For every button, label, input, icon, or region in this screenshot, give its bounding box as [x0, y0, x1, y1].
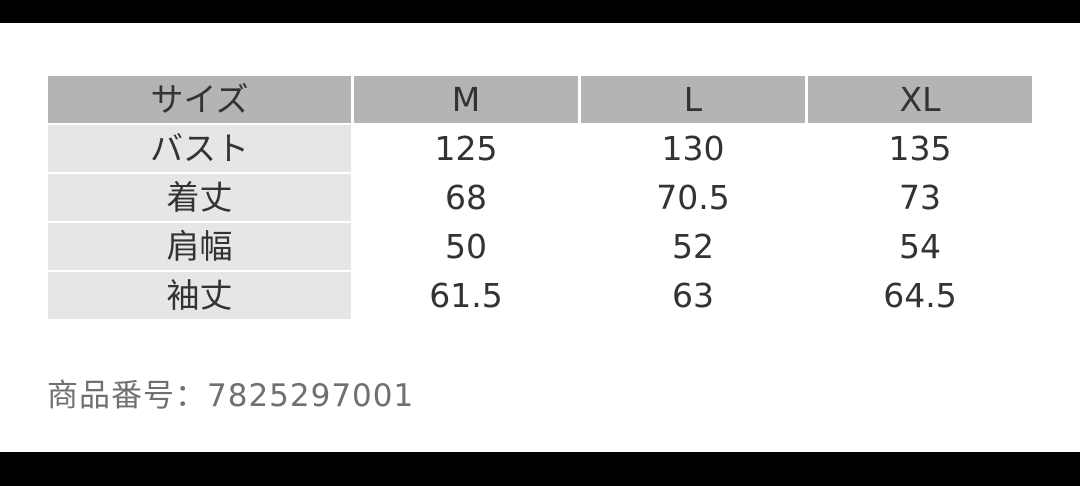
- cell: 130: [581, 125, 805, 172]
- cell: 125: [354, 125, 578, 172]
- cell: 50: [354, 223, 578, 270]
- cell: 64.5: [808, 272, 1032, 319]
- row-label: バスト: [48, 125, 351, 172]
- cell: 73: [808, 174, 1032, 221]
- cell: 61.5: [354, 272, 578, 319]
- table-header-row: サイズ M L XL: [48, 76, 1032, 123]
- header-cell: M: [354, 76, 578, 123]
- header-cell: XL: [808, 76, 1032, 123]
- product-number-label: 商品番号：: [47, 378, 207, 414]
- cell: 54: [808, 223, 1032, 270]
- size-table: サイズ M L XL バスト 125 130 135 着丈 68 70.5 73…: [45, 74, 1035, 321]
- row-label: 着丈: [48, 174, 351, 221]
- cell: 52: [581, 223, 805, 270]
- table-row: バスト 125 130 135: [48, 125, 1032, 172]
- row-label: 肩幅: [48, 223, 351, 270]
- product-number: 商品番号：7825297001: [47, 370, 414, 415]
- table-row: 肩幅 50 52 54: [48, 223, 1032, 270]
- table-row: 袖丈 61.5 63 64.5: [48, 272, 1032, 319]
- top-black-bar: [0, 0, 1080, 23]
- header-cell: L: [581, 76, 805, 123]
- table-row: 着丈 68 70.5 73: [48, 174, 1032, 221]
- product-number-value: 7825297001: [207, 378, 415, 414]
- cell: 63: [581, 272, 805, 319]
- header-cell: サイズ: [48, 76, 351, 123]
- bottom-black-bar: [0, 452, 1080, 486]
- row-label: 袖丈: [48, 272, 351, 319]
- cell: 70.5: [581, 174, 805, 221]
- cell: 135: [808, 125, 1032, 172]
- cell: 68: [354, 174, 578, 221]
